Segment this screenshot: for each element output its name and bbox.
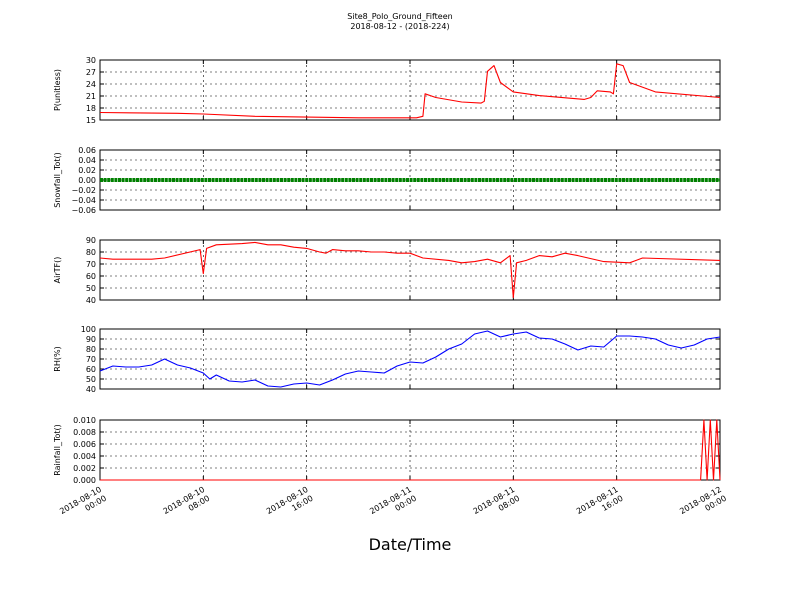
- panel-4-ytick-label: 40: [86, 385, 96, 394]
- panel-2-ytick-label: 0.04: [78, 156, 96, 165]
- panel-3-series-line: [99, 241, 721, 299]
- panel-5-ytick-label: 0.004: [73, 452, 96, 461]
- x-tick-label: 2018-08-1008:00: [162, 485, 212, 525]
- chart-title-line1: Site8_Polo_Ground_Fifteen: [347, 12, 453, 21]
- panel-1-ytick-label: 18: [86, 104, 96, 113]
- panel-5-ytick-label: 0.000: [73, 476, 96, 485]
- panel-2-ytick-label: 0.06: [78, 146, 96, 155]
- panel-4-ytick-label: 60: [86, 365, 96, 374]
- panel-4-ytick-label: 80: [86, 345, 96, 354]
- panel-3-ytick-label: 90: [86, 236, 96, 245]
- panel-5-ytick-label: 0.008: [73, 428, 96, 437]
- x-axis-label: Date/Time: [368, 535, 452, 554]
- panel-3-ytick-label: 50: [86, 284, 96, 293]
- panel-3-ylabel: AirTF(): [53, 257, 62, 284]
- panel-1-ytick-label: 27: [86, 68, 96, 77]
- panel-4-ytick-label: 70: [86, 355, 96, 364]
- panel-3-ytick-label: 70: [86, 260, 96, 269]
- panel-5-ylabel: Rainfall_Tot(): [53, 424, 62, 476]
- panel-1-ytick-label: 21: [86, 92, 96, 101]
- panel-2-ytick-label: −0.02: [71, 186, 96, 195]
- panel-5-ytick-label: 0.002: [73, 464, 96, 473]
- panel-2-ytick-label: 0.00: [78, 176, 96, 185]
- x-tick-label: 2018-08-1100:00: [368, 485, 418, 525]
- panel-1-ytick-label: 24: [86, 80, 96, 89]
- x-tick-label: 2018-08-1000:00: [58, 485, 108, 525]
- panel-3-ytick-label: 40: [86, 296, 96, 305]
- x-tick-label: 2018-08-1016:00: [265, 485, 315, 525]
- panel-2-ytick-label: 0.02: [78, 166, 96, 175]
- panel-3-ytick-label: 60: [86, 272, 96, 281]
- panel-3-ytick-label: 80: [86, 248, 96, 257]
- panel-4-ylabel: RH(%): [53, 346, 62, 371]
- panel-4-ytick-label: 50: [86, 375, 96, 384]
- panel-2-ytick-label: −0.04: [71, 196, 96, 205]
- panel-5-ytick-label: 0.010: [73, 416, 96, 425]
- panel-2-ytick-label: −0.06: [71, 206, 96, 215]
- panel-1-series-line: [99, 63, 721, 119]
- panel-4-ytick-label: 90: [86, 335, 96, 344]
- x-tick-label: 2018-08-1116:00: [575, 485, 625, 525]
- panel-1-ytick-label: 15: [86, 116, 96, 125]
- panel-1-ylabel: P(unitless): [53, 69, 62, 111]
- panel-5-series-line: [100, 419, 721, 481]
- chart-title: Site8_Polo_Ground_Fifteen 2018-08-12 - (…: [0, 12, 800, 32]
- x-tick-label: 2018-08-1200:00: [678, 485, 728, 525]
- panel-1-ytick-label: 30: [86, 56, 96, 65]
- x-tick-label: 2018-08-1108:00: [472, 485, 522, 525]
- panel-5-ytick-label: 0.006: [73, 440, 96, 449]
- panel-4-series-line: [99, 330, 721, 388]
- panel-2-ylabel: Snowfall_Tot(): [53, 152, 62, 208]
- chart-title-line2: 2018-08-12 - (2018-224): [350, 22, 450, 31]
- panel-4-ytick-label: 100: [81, 325, 96, 334]
